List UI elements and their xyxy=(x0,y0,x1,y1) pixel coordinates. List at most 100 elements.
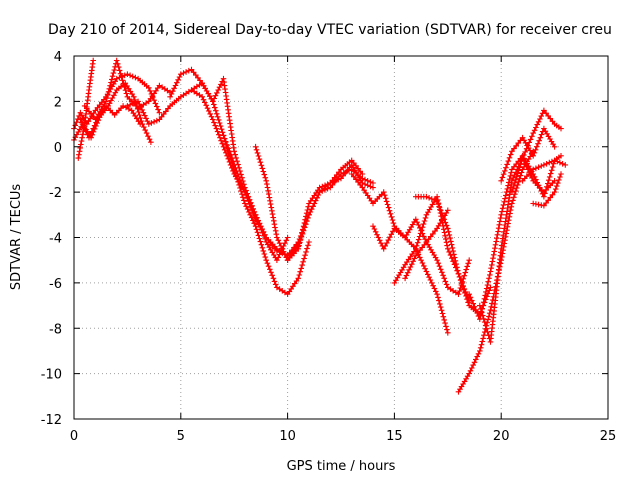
data-point-marker xyxy=(531,127,538,134)
data-point-marker xyxy=(273,231,280,237)
data-point-marker xyxy=(213,111,220,117)
data-point-marker xyxy=(218,126,225,132)
data-point-marker xyxy=(223,139,229,145)
data-point-marker xyxy=(462,269,469,276)
data-point-marker xyxy=(246,209,252,215)
data-point-marker xyxy=(255,232,262,239)
data-point-marker xyxy=(483,285,490,292)
data-point-marker xyxy=(491,248,498,255)
data-point-marker xyxy=(199,94,205,100)
data-point-marker xyxy=(555,180,561,186)
data-point-marker xyxy=(413,216,419,223)
data-point-marker xyxy=(246,201,253,207)
data-point-marker xyxy=(229,155,235,162)
data-point-marker xyxy=(303,249,309,255)
data-point-marker xyxy=(118,74,125,80)
data-point-marker xyxy=(260,248,267,254)
data-point-marker xyxy=(335,176,342,183)
data-point-marker xyxy=(452,258,459,264)
series-group xyxy=(455,148,536,395)
data-point-marker xyxy=(222,86,228,92)
data-point-marker xyxy=(228,127,234,134)
data-point-marker xyxy=(496,222,503,228)
data-point-marker xyxy=(422,215,429,221)
data-point-marker xyxy=(264,181,270,187)
data-point-marker xyxy=(249,207,255,214)
data-point-marker xyxy=(495,225,502,231)
data-point-marker xyxy=(494,235,500,241)
data-point-marker xyxy=(506,214,513,220)
data-point-marker xyxy=(442,278,449,285)
data-point-marker xyxy=(518,169,525,176)
data-point-marker xyxy=(409,261,415,267)
series-group xyxy=(75,57,96,161)
data-point-marker xyxy=(212,92,219,99)
data-point-marker xyxy=(443,222,450,229)
data-point-marker xyxy=(137,115,144,121)
data-point-marker xyxy=(264,260,271,266)
data-point-marker xyxy=(124,103,131,109)
data-point-marker xyxy=(414,239,421,246)
data-point-marker xyxy=(439,310,446,317)
data-point-marker xyxy=(437,207,444,214)
data-point-marker xyxy=(271,221,278,227)
data-point-marker xyxy=(219,140,226,147)
data-point-marker xyxy=(499,208,505,215)
data-point-marker xyxy=(230,158,236,165)
data-point-marker xyxy=(115,64,122,70)
data-point-marker xyxy=(489,258,496,265)
data-point-marker xyxy=(417,254,423,261)
series-group xyxy=(370,216,472,297)
data-point-marker xyxy=(527,136,534,143)
data-point-marker xyxy=(538,113,544,119)
data-point-marker xyxy=(437,304,444,310)
data-point-marker xyxy=(558,153,564,159)
data-point-marker xyxy=(262,174,269,181)
data-point-marker xyxy=(261,171,268,178)
data-point-marker xyxy=(370,184,376,191)
data-point-marker xyxy=(453,261,459,267)
data-point-marker xyxy=(175,77,181,83)
data-point-marker xyxy=(261,251,268,257)
data-point-marker xyxy=(154,117,160,124)
data-point-marker xyxy=(463,266,469,273)
data-point-marker xyxy=(517,172,524,179)
data-point-marker xyxy=(248,204,254,211)
data-point-marker xyxy=(513,173,520,180)
data-point-marker xyxy=(442,320,448,326)
data-point-marker xyxy=(113,57,120,64)
data-point-marker xyxy=(139,107,145,113)
data-point-marker xyxy=(174,79,180,86)
data-point-marker xyxy=(127,102,133,108)
data-point-marker xyxy=(145,133,151,139)
data-point-marker xyxy=(490,255,496,261)
data-point-marker xyxy=(390,220,397,226)
data-point-marker xyxy=(443,323,449,330)
data-point-marker xyxy=(245,198,252,204)
data-point-marker xyxy=(258,162,265,169)
data-point-marker xyxy=(465,260,471,267)
data-point-marker xyxy=(489,300,495,307)
data-point-marker xyxy=(529,133,535,140)
data-point-marker xyxy=(507,207,514,213)
data-point-marker xyxy=(254,229,261,236)
data-point-marker xyxy=(411,255,418,262)
data-point-marker xyxy=(305,215,311,221)
data-point-marker xyxy=(90,125,96,132)
data-point-marker xyxy=(252,223,259,229)
data-point-marker xyxy=(110,70,117,76)
data-point-marker xyxy=(538,131,545,138)
data-point-marker xyxy=(406,267,412,273)
data-point-marker xyxy=(272,228,279,234)
data-point-marker xyxy=(296,236,303,242)
data-point-marker xyxy=(515,167,522,174)
data-point-marker xyxy=(478,341,485,348)
data-point-marker xyxy=(530,166,536,173)
data-point-marker xyxy=(515,179,522,185)
data-point-marker xyxy=(132,99,139,106)
data-point-marker xyxy=(298,265,304,272)
data-point-marker xyxy=(469,365,475,371)
data-point-marker xyxy=(217,134,223,141)
data-point-marker xyxy=(498,212,504,218)
data-point-marker xyxy=(440,313,447,320)
